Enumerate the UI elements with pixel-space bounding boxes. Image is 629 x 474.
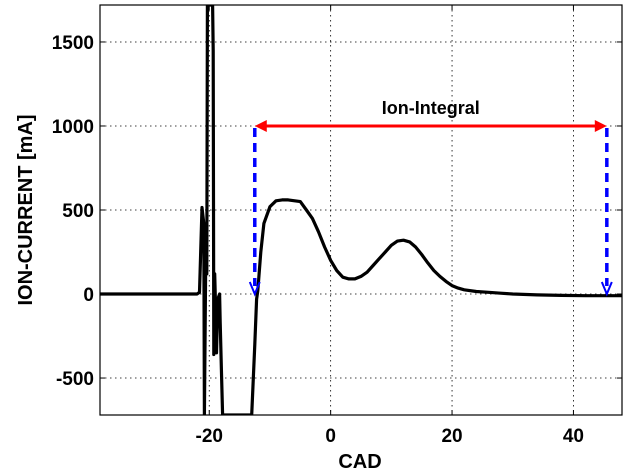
annotation-layer: Ion-Integral [248, 98, 613, 297]
x-tick-label: 40 [563, 426, 584, 447]
y-tick-label: 0 [83, 285, 94, 306]
marker-arrowhead-end [600, 281, 613, 297]
range-arrowhead-right [594, 119, 607, 132]
y-tick-label: 1000 [52, 117, 94, 138]
x-tick-label: 20 [441, 426, 462, 447]
y-axis-label: ION-CURRENT [mA] [15, 114, 37, 305]
ion-current-series-line [100, 5, 622, 415]
y-tick-label: -500 [56, 369, 94, 390]
ion-integral-label: Ion-Integral [382, 98, 480, 118]
marker-arrowhead-start [248, 281, 261, 297]
y-tick-label: 1500 [52, 33, 94, 54]
x-tick-label: -20 [196, 426, 223, 447]
y-tick-label: 500 [62, 201, 94, 222]
x-axis-label: CAD [338, 451, 381, 473]
range-arrowhead-left [254, 119, 267, 132]
tick-layer: -20 0 20 40 -500 0 500 1000 1500 [52, 5, 622, 447]
series-layer [100, 5, 622, 415]
x-tick-label: 0 [325, 426, 336, 447]
